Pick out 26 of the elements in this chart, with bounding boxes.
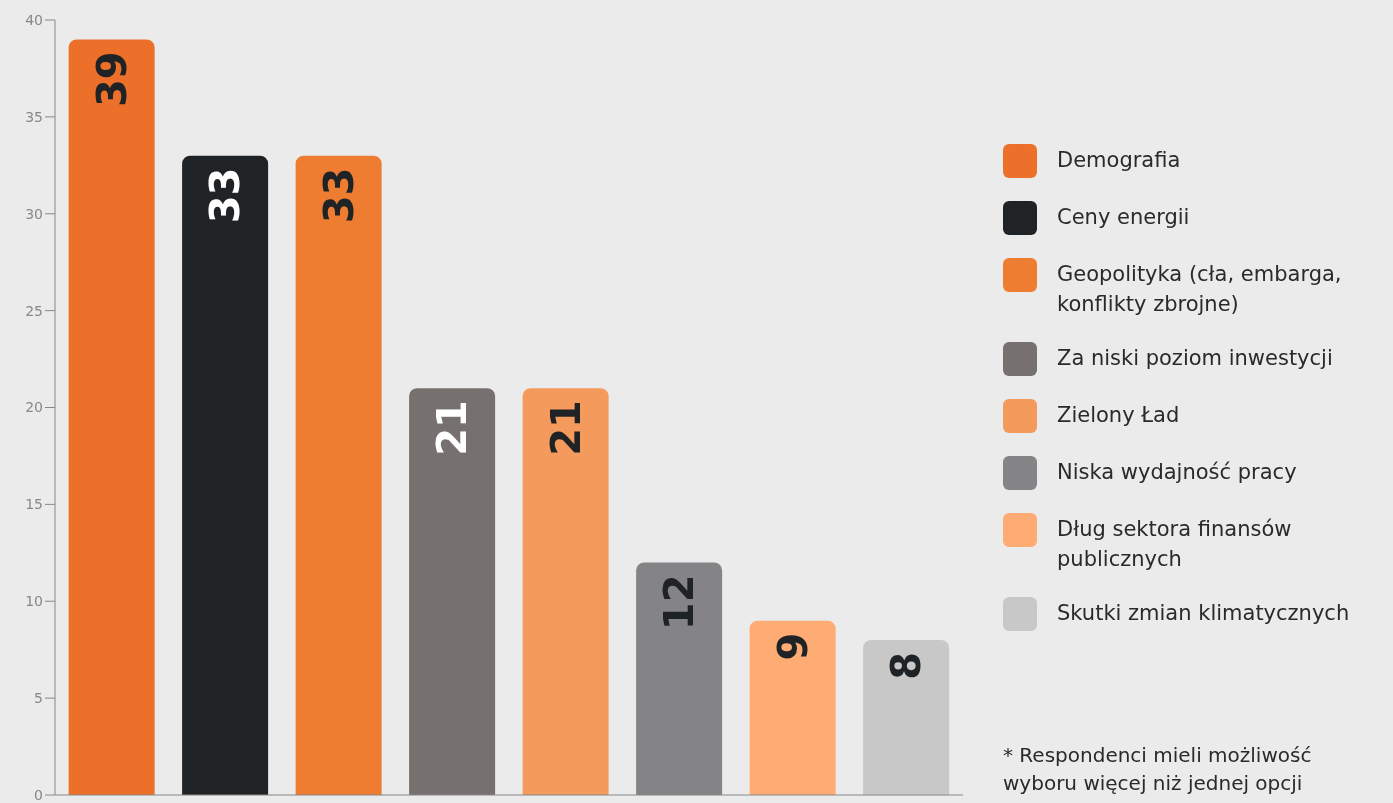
data-label: 21 [542,400,589,456]
y-tick-label: 15 [25,496,43,513]
data-label: 33 [315,167,362,224]
y-tick-label: 5 [34,690,43,707]
y-tick-label: 35 [25,108,43,125]
data-label: 8 [883,652,930,680]
legend-label: Niska wydajność pracy [1057,458,1297,486]
legend-label: Dług sektora finansów publicznych [1057,515,1293,573]
legend-label: Geopolityka (cła, embarga, konflikty zbrojne) [1057,260,1343,318]
data-label: 9 [769,632,816,661]
text: * Respondenci mieli możliwość wyboru więcej niż jednej opcji [1003,742,1313,797]
y-tick-label: 0 [34,786,43,803]
data-label: 12 [656,574,703,631]
legend-label: Skutki zmian klimatycznych [1057,599,1350,627]
data-label: 33 [202,167,249,224]
y-tick-label: 10 [25,593,43,610]
legend-label: Ceny energii [1057,203,1190,231]
legend-label: Demografia [1057,146,1181,174]
y-tick-label: 20 [25,399,43,416]
y-tick-label: 40 [25,11,43,28]
legend-label: Za niski poziom inwestycji [1057,344,1333,372]
y-tick-label: 30 [25,205,43,222]
legend-label: Zielony Ład [1057,401,1180,429]
data-label: 21 [429,400,476,456]
data-label: 39 [88,51,135,108]
y-tick-label: 25 [25,302,43,319]
